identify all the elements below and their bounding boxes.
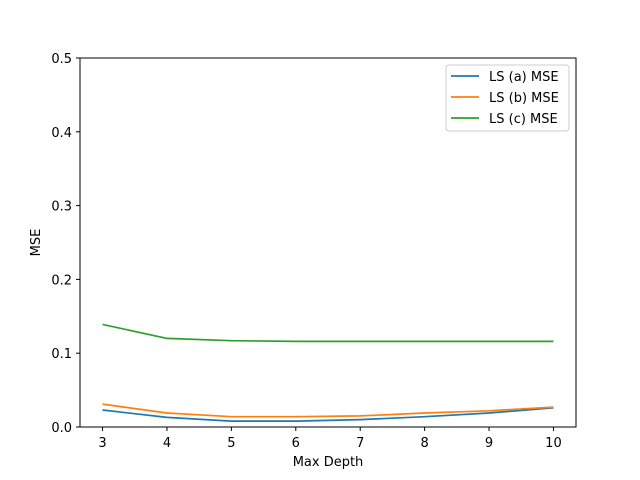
y-tick-label: 0.5 bbox=[51, 52, 72, 67]
legend-label: LS (b) MSE bbox=[489, 91, 559, 106]
x-tick-label: 6 bbox=[292, 436, 300, 451]
series-line-3 bbox=[102, 323, 554, 343]
legend-frame bbox=[445, 64, 570, 132]
y-tick-label: 0.1 bbox=[51, 347, 72, 362]
x-tick-label: 10 bbox=[545, 436, 562, 451]
y-tick-label: 0.2 bbox=[51, 273, 72, 288]
x-axis-label: Max Depth bbox=[293, 455, 364, 470]
legend: LS (a) MSE LS (b) MSE LS (c) MSE bbox=[445, 64, 570, 132]
x-tick-label: 7 bbox=[356, 436, 364, 451]
series-line-2 bbox=[102, 403, 554, 418]
series-layer bbox=[102, 323, 554, 422]
y-tick-label: 0.4 bbox=[51, 126, 72, 141]
y-tick-label: 0.0 bbox=[51, 421, 72, 436]
y-tick-label: 0.3 bbox=[51, 200, 72, 215]
x-tick-label: 5 bbox=[227, 436, 235, 451]
x-tick-label: 3 bbox=[98, 436, 106, 451]
legend-label: LS (a) MSE bbox=[489, 70, 559, 85]
x-tick-label: 8 bbox=[420, 436, 428, 451]
x-tick-label: 9 bbox=[485, 436, 493, 451]
series-line-1 bbox=[102, 406, 554, 422]
y-axis-label: MSE bbox=[29, 229, 44, 257]
y-axis-ticks: 0.0 0.1 0.2 0.3 0.4 0.5 bbox=[51, 52, 80, 436]
plot-frame bbox=[79, 57, 577, 428]
legend-label: LS (c) MSE bbox=[489, 112, 558, 127]
x-tick-label: 4 bbox=[163, 436, 171, 451]
x-axis-ticks: 3 4 5 6 7 8 9 10 bbox=[98, 427, 562, 451]
plot-area bbox=[79, 57, 577, 428]
